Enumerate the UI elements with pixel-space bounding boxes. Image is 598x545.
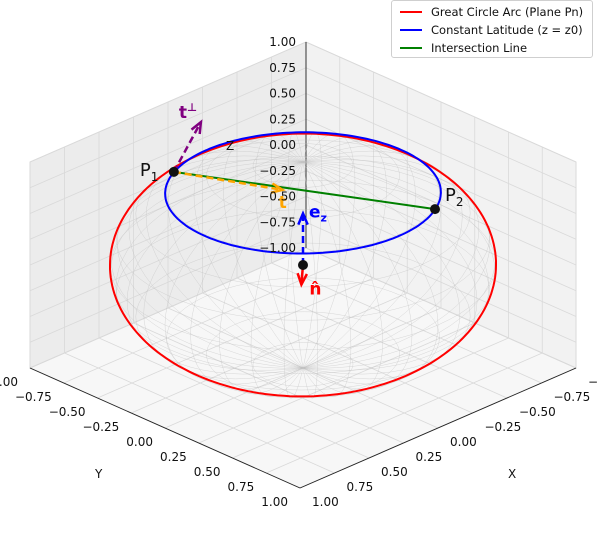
normal-vector-label: n̂ <box>309 280 321 300</box>
y-tick-label: 0.25 <box>160 450 187 464</box>
legend-swatch-intersection <box>400 47 422 49</box>
t-perp-vector-head <box>190 119 203 135</box>
normal-vector-head <box>296 272 309 288</box>
x-tick-label: 0.50 <box>381 465 408 479</box>
grid-line <box>305 93 577 214</box>
grid-line <box>266 352 543 474</box>
legend-label-intersection: Intersection Line <box>431 41 528 55</box>
point-marker-0 <box>168 166 179 177</box>
ez-vector-head <box>297 210 309 226</box>
grid-line <box>232 337 509 459</box>
grid-line <box>29 41 307 163</box>
grid-line <box>29 93 307 214</box>
z-tick-label: −0.25 <box>259 164 296 178</box>
y-axis-label: Y <box>94 467 103 481</box>
z-tick-label: −0.50 <box>259 190 296 204</box>
x-axis-label: X <box>508 467 516 481</box>
y-tick-label: −0.75 <box>15 390 52 404</box>
grid-line <box>305 41 577 163</box>
grid-line <box>98 337 370 459</box>
series-line-2 <box>173 170 436 211</box>
tick-labels: −1.00−0.75−0.50−0.250.000.250.500.751.00… <box>0 35 598 509</box>
legend-entry-great-circle: Great Circle Arc (Plane Pn) <box>400 4 583 20</box>
t-vector-label: t <box>279 193 287 213</box>
series-line-1 <box>164 131 442 255</box>
legend-swatch-latitude <box>400 29 422 31</box>
t-vector-head <box>270 182 286 194</box>
legend-swatch-great-circle <box>400 11 422 13</box>
t-perp-vector <box>172 121 202 173</box>
axis-line <box>29 367 301 489</box>
sphere-wireframe <box>109 131 497 399</box>
t-vector <box>173 170 283 192</box>
series-curves <box>109 131 497 398</box>
axis-line <box>299 367 577 489</box>
y-tick-label: 0.00 <box>126 435 153 449</box>
chart-legend: Great Circle Arc (Plane Pn) Constant Lat… <box>391 0 593 58</box>
x-tick-label: 0.00 <box>450 435 477 449</box>
z-tick-label: 0.75 <box>269 61 296 75</box>
z-tick-label: 1.00 <box>269 35 296 49</box>
x-tick-label: −0.25 <box>485 420 522 434</box>
y-tick-label: 1.00 <box>261 495 288 509</box>
y-tick-label: −0.25 <box>82 420 119 434</box>
z-tick-label: 0.50 <box>269 87 296 101</box>
z-tick-label: 0.00 <box>269 138 296 152</box>
x-tick-label: −0.75 <box>554 390 591 404</box>
z-tick-label: −1.00 <box>259 241 296 255</box>
y-tick-label: 0.75 <box>228 480 255 494</box>
series-line-0 <box>109 132 497 398</box>
legend-label-great-circle: Great Circle Arc (Plane Pn) <box>431 5 584 19</box>
z-tick-label: −0.75 <box>259 215 296 229</box>
point-marker-2 <box>298 260 308 270</box>
grid-line <box>305 67 577 189</box>
legend-entry-latitude: Constant Latitude (z = z0) <box>400 22 583 38</box>
y-tick-label: −1.00 <box>0 375 18 389</box>
grid-line <box>64 352 335 474</box>
z-tick-label: 0.25 <box>269 112 296 126</box>
sphere-meridian-line <box>143 150 463 380</box>
legend-entry-intersection: Intersection Line <box>400 40 527 56</box>
z-axis-label: Z <box>226 139 234 153</box>
grid-line <box>198 322 475 444</box>
legend-label-latitude: Constant Latitude (z = z0) <box>431 23 583 37</box>
y-tick-label: 0.50 <box>194 465 221 479</box>
grid-line <box>29 67 307 189</box>
grid-line <box>133 322 404 444</box>
x-tick-label: −1.00 <box>588 375 598 389</box>
point-marker-1 <box>430 204 440 215</box>
x-tick-label: 0.75 <box>347 480 374 494</box>
x-tick-label: −0.50 <box>519 405 556 419</box>
y-tick-label: −0.50 <box>49 405 86 419</box>
x-tick-label: 1.00 <box>312 495 339 509</box>
axis-labels: Z Y X <box>94 139 516 481</box>
x-tick-label: 0.25 <box>416 450 443 464</box>
